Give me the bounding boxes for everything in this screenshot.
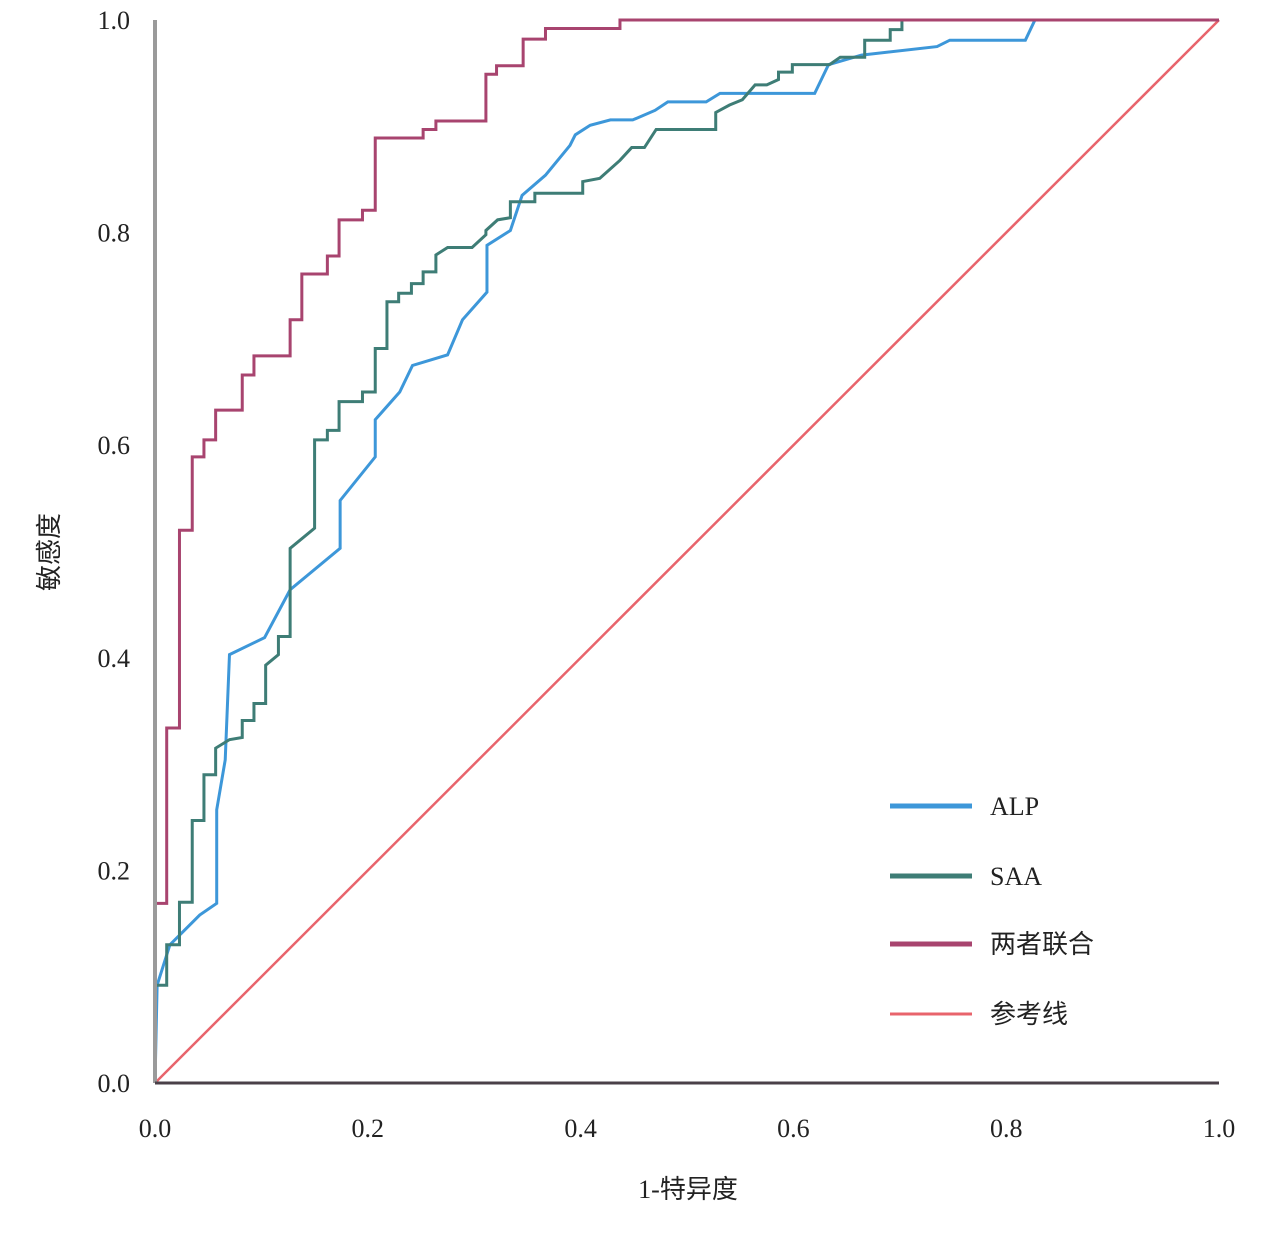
y-tick-labels: 0.0 0.2 0.4 0.6 0.8 1.0: [98, 6, 131, 1098]
series-line-reference: [154, 19, 1220, 1084]
x-tick-label: 1.0: [1203, 1114, 1236, 1143]
series-line-combined: [153, 18, 1219, 1083]
x-tick-label: 0.6: [777, 1114, 810, 1143]
y-tick-label: 0.8: [98, 219, 131, 248]
y-tick-label: 0.0: [98, 1069, 131, 1098]
plot-area: [153, 18, 1220, 1084]
x-tick-label: 0.2: [352, 1114, 385, 1143]
x-tick-label: 0.8: [990, 1114, 1023, 1143]
legend-item-saa: SAA: [890, 862, 1042, 891]
x-tick-labels: 0.0 0.2 0.4 0.6 0.8 1.0: [139, 1114, 1236, 1143]
x-tick-label: 0.4: [564, 1114, 597, 1143]
series-line-alp: [153, 18, 1219, 1084]
x-tick-label: 0.0: [139, 1114, 172, 1143]
legend-item-alp: ALP: [890, 792, 1039, 821]
y-tick-label: 0.2: [98, 856, 131, 885]
series-line-saa: [153, 18, 1219, 1083]
legend-label: SAA: [990, 862, 1042, 891]
legend-item-reference: 参考线: [890, 1000, 1068, 1029]
legend-label: 参考线: [990, 1000, 1068, 1029]
y-tick-label: 1.0: [98, 6, 131, 35]
legend-label: ALP: [990, 792, 1039, 821]
legend-label: 两者联合: [990, 930, 1094, 959]
y-axis-label: 敏感度: [35, 513, 64, 591]
x-axis-label: 1-特异度: [638, 1175, 738, 1204]
legend-item-combined: 两者联合: [890, 930, 1094, 959]
y-tick-label: 0.4: [98, 644, 131, 673]
y-tick-label: 0.6: [98, 431, 131, 460]
